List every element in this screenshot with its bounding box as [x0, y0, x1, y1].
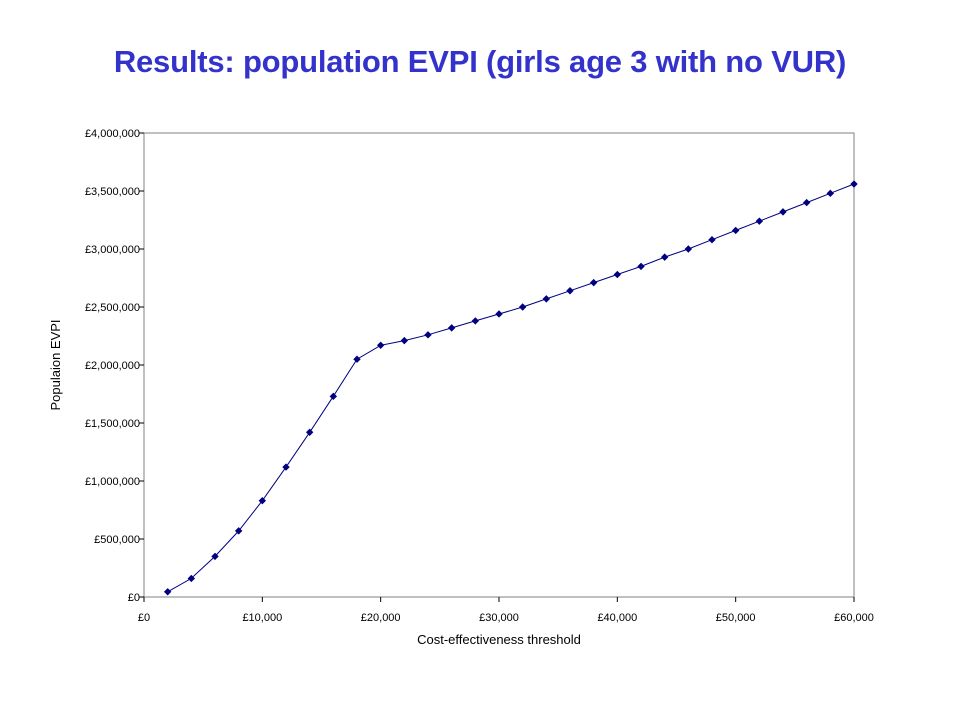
x-tick-label: £60,000 — [834, 612, 874, 624]
slide-title: Results: population EVPI (girls age 3 wi… — [113, 44, 847, 79]
y-tick-label: £2,000,000 — [85, 360, 140, 372]
y-axis-title: Populaion EVPI — [48, 319, 63, 410]
y-tick-label: £3,500,000 — [85, 186, 140, 198]
data-point-marker — [802, 198, 811, 207]
series-layer — [163, 180, 858, 596]
x-tick-label: £50,000 — [716, 612, 756, 624]
data-point-marker — [447, 324, 456, 332]
data-point-marker — [708, 236, 716, 244]
y-tick-label: £4,000,000 — [85, 128, 140, 140]
series-line — [167, 183, 855, 593]
data-point-marker — [637, 262, 645, 271]
data-point-marker — [258, 497, 267, 505]
data-point-marker — [755, 217, 764, 225]
data-point-marker — [329, 392, 338, 401]
y-tick-label: £1,500,000 — [85, 418, 140, 430]
plot-area — [143, 132, 855, 598]
data-point-marker — [731, 226, 740, 235]
data-point-marker — [471, 317, 480, 325]
data-point-marker — [282, 463, 290, 471]
data-point-marker — [850, 180, 858, 188]
data-point-marker — [566, 287, 574, 295]
data-point-marker — [660, 253, 669, 261]
data-point-marker — [424, 331, 432, 339]
x-tick-label: £30,000 — [479, 612, 519, 624]
x-axis-title: Cost-effectiveness threshold — [417, 632, 581, 647]
data-point-marker — [542, 295, 551, 303]
data-point-marker — [163, 588, 172, 596]
data-point-marker — [518, 303, 527, 311]
y-tick-label: £1,000,000 — [85, 476, 140, 488]
data-point-marker — [376, 341, 385, 349]
y-tick-label: £500,000 — [94, 534, 140, 546]
data-point-marker — [211, 552, 219, 561]
y-tick-label: £2,500,000 — [85, 302, 140, 314]
y-tick-label: £3,000,000 — [85, 244, 140, 256]
data-point-marker — [400, 336, 409, 345]
data-point-marker — [589, 278, 598, 287]
x-tick-label: £0 — [138, 612, 150, 624]
data-point-marker — [305, 428, 314, 436]
x-tick-label: £40,000 — [597, 612, 637, 624]
y-tick-label: £0 — [128, 592, 140, 604]
data-point-marker — [234, 527, 243, 535]
data-point-marker — [187, 574, 196, 583]
x-axis: £0 £10,000 £20,000 £30,000 £40,000 £50,000 £60… — [138, 597, 874, 624]
x-tick-label: £10,000 — [242, 612, 282, 624]
data-point-marker — [779, 208, 787, 216]
data-point-marker — [613, 270, 622, 279]
data-point-marker — [495, 310, 503, 318]
data-point-marker — [353, 355, 361, 363]
y-axis: £0 £500,000 £1,000,000 £1,500,000 £2,000,000… — [85, 128, 144, 604]
data-point-marker — [684, 245, 693, 253]
data-point-marker — [826, 189, 835, 198]
x-tick-label: £20,000 — [361, 612, 401, 624]
